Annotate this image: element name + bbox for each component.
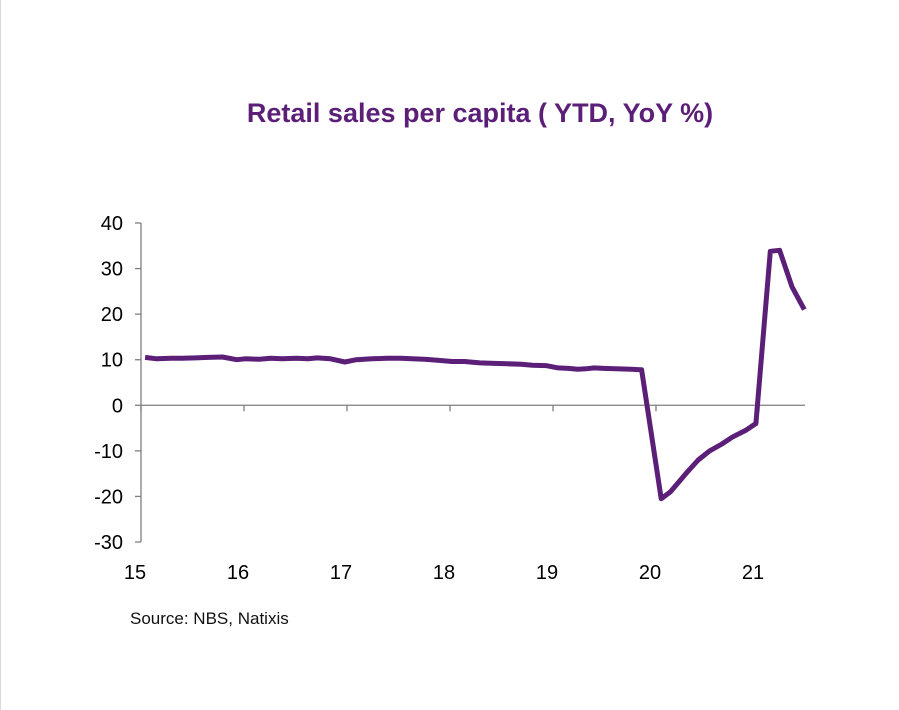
- x-tick-label: 16: [227, 562, 249, 584]
- series-line: [144, 247, 807, 502]
- y-tick-label: 10: [101, 350, 123, 372]
- y-tick-label: 20: [101, 304, 123, 326]
- y-tick-label: -10: [94, 441, 123, 463]
- x-tick-label: 15: [124, 562, 146, 584]
- x-tick-label: 19: [536, 562, 558, 584]
- x-tick-label: 20: [639, 562, 661, 584]
- y-tick-label: 0: [112, 395, 123, 417]
- y-tick-labels: 40 30 20 10 0 -10 -20 -30: [94, 213, 123, 554]
- x-tick-label: 17: [330, 562, 352, 584]
- chart-title: Retail sales per capita ( YTD, YoY %): [246, 98, 714, 128]
- y-tick-label: -20: [94, 486, 123, 508]
- page-border: [0, 0, 1, 710]
- y-tick-label: 40: [101, 213, 123, 235]
- x-tick-labels: 15 16 17 18 19 20 21: [124, 562, 764, 584]
- x-tick-label: 21: [742, 562, 764, 584]
- y-tick-label: 30: [101, 259, 123, 281]
- x-tick-label: 18: [433, 562, 455, 584]
- chart-axes: [135, 222, 805, 543]
- source-note: Source: NBS, Natixis: [130, 609, 289, 628]
- plot-area: [144, 247, 807, 502]
- y-tick-label: -30: [94, 532, 123, 554]
